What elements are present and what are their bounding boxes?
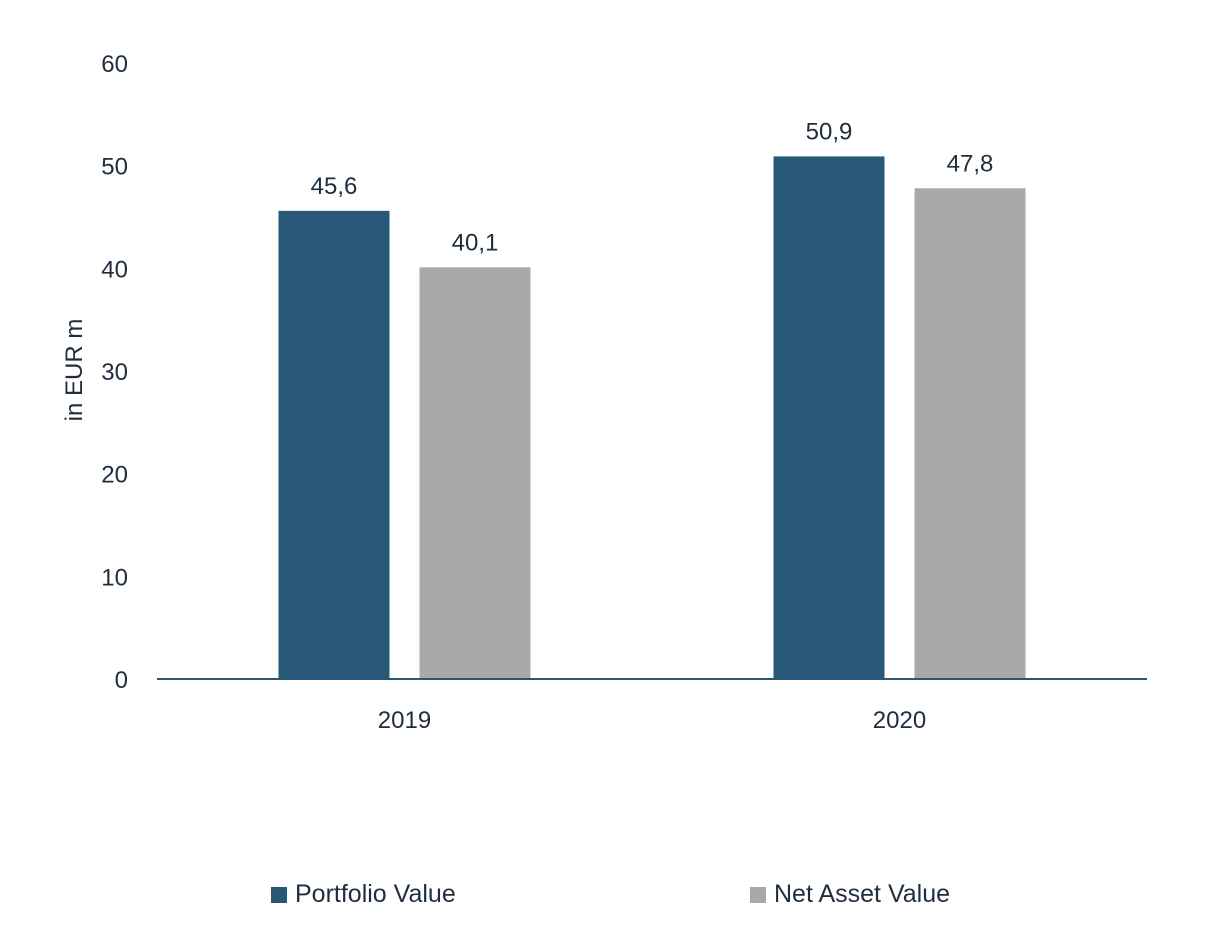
y-tick-label: 20: [101, 462, 128, 489]
bars: [278, 156, 1026, 680]
legend-item-portfolio-value: Portfolio Value: [271, 880, 456, 909]
x-tick-label: 2019: [378, 707, 431, 734]
y-axis-ticks: 0 10 20 30 40 50 60: [101, 51, 128, 694]
x-axis-ticks: 2019 2020: [378, 707, 926, 734]
data-label: 45,6: [311, 173, 358, 200]
y-tick-label: 60: [101, 51, 128, 78]
data-label: 50,9: [806, 118, 853, 145]
y-axis-label: in EUR m: [61, 319, 88, 422]
legend: Portfolio Value Net Asset Value: [0, 880, 1227, 916]
data-label: 40,1: [452, 229, 499, 256]
data-label: 47,8: [947, 150, 994, 177]
y-tick-label: 40: [101, 256, 128, 283]
bar-portfolio-value-2019: [278, 210, 390, 679]
y-tick-label: 30: [101, 359, 128, 386]
bar-portfolio-value-2020: [773, 156, 885, 680]
legend-label-portfolio-value: Portfolio Value: [295, 880, 456, 908]
bar-net-asset-value-2020: [914, 188, 1026, 679]
y-tick-label: 0: [115, 667, 128, 694]
x-tick-label: 2020: [873, 707, 926, 734]
legend-item-net-asset-value: Net Asset Value: [750, 880, 950, 909]
legend-label-net-asset-value: Net Asset Value: [774, 880, 951, 908]
y-tick-label: 10: [101, 564, 128, 591]
y-tick-label: 50: [101, 154, 128, 181]
data-labels: 45,6 40,1 50,9 47,8: [311, 118, 994, 256]
bar-net-asset-value-2019: [419, 267, 531, 679]
legend-swatch-portfolio-value: [271, 886, 287, 903]
legend-swatch-net-asset-value: [750, 886, 766, 903]
